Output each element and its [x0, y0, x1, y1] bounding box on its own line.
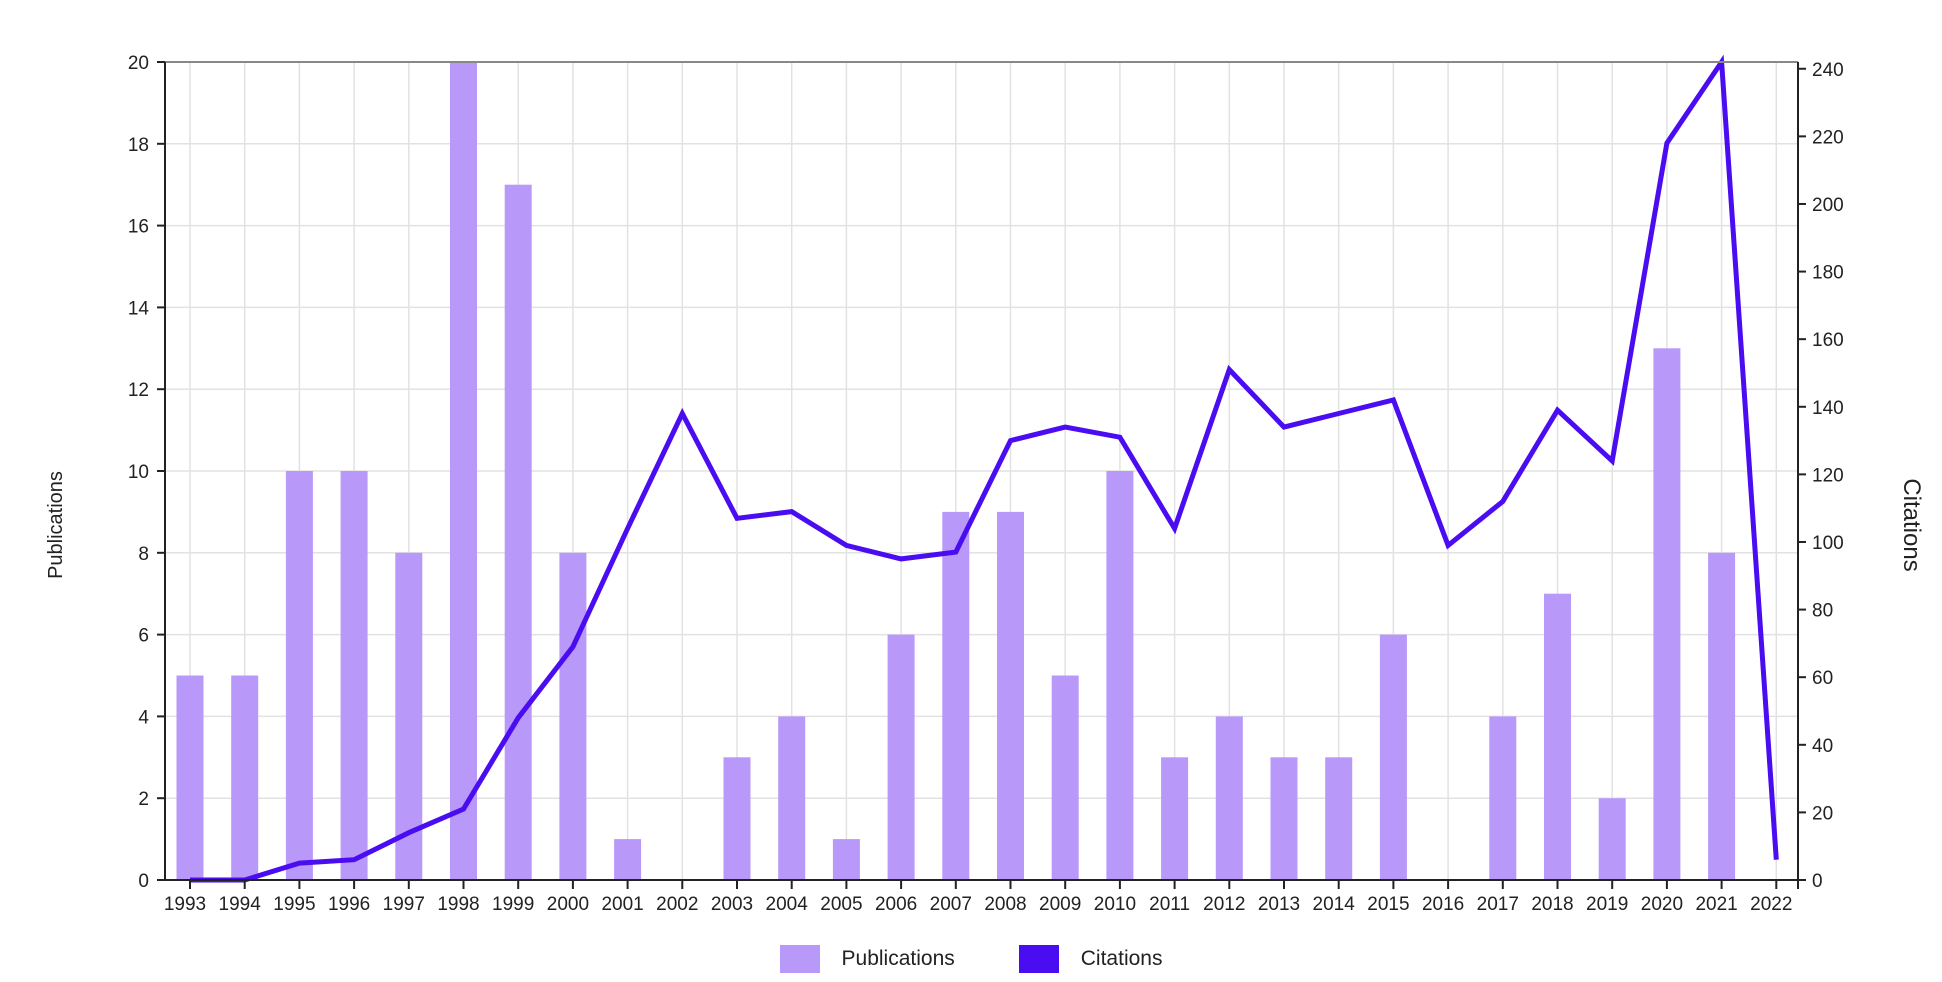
- legend-label-publications: Publications: [841, 947, 955, 970]
- bar-publications: [1544, 593, 1571, 880]
- y-tick-label-right: 200: [1812, 195, 1844, 216]
- bar-publications: [887, 634, 915, 880]
- bar-publications: [1215, 716, 1243, 880]
- axes: 0246810121416182002040608010012014016018…: [128, 53, 1844, 915]
- legend-item-citations[interactable]: Citations: [1018, 945, 1163, 973]
- y-tick-label-left: 4: [138, 707, 149, 728]
- x-tick-label: 1993: [164, 894, 206, 915]
- y-tick-label-left: 12: [128, 380, 149, 401]
- y-tick-label-left: 18: [128, 135, 149, 156]
- bar-publications: [832, 839, 860, 880]
- x-tick-label: 2019: [1586, 894, 1628, 915]
- x-tick-label: 2022: [1750, 894, 1792, 915]
- x-tick-label: 1996: [328, 894, 370, 915]
- y-tick-label-right: 40: [1812, 736, 1833, 757]
- x-tick-label: 2009: [1039, 894, 1081, 915]
- bar-publications: [1270, 757, 1298, 880]
- x-tick-label: 2021: [1695, 894, 1737, 915]
- x-tick-label: 2004: [766, 894, 809, 915]
- y-tick-label-left: 16: [128, 217, 149, 238]
- bar-publications: [1379, 634, 1407, 880]
- bar-publications: [504, 184, 532, 880]
- y-tick-label-left: 10: [128, 462, 149, 483]
- bar-publications: [1653, 348, 1681, 880]
- x-tick-label: 2001: [601, 894, 643, 915]
- x-tick-label: 2006: [875, 894, 917, 915]
- bar-publications: [1106, 471, 1134, 880]
- x-tick-label: 1998: [437, 894, 479, 915]
- y-tick-label-left: 14: [128, 298, 150, 319]
- bar-publications: [1051, 675, 1079, 880]
- x-tick-label: 1995: [273, 894, 315, 915]
- y-tick-label-right: 100: [1812, 533, 1844, 554]
- legend-swatch-publications: [779, 945, 820, 973]
- y-tick-label-right: 80: [1812, 601, 1833, 622]
- y-axis-title-left: Publications: [45, 471, 67, 579]
- x-tick-label: 2007: [930, 894, 972, 915]
- bar-publications: [1489, 716, 1517, 880]
- y-tick-label-left: 0: [138, 871, 149, 892]
- bar-publications: [176, 675, 204, 880]
- x-tick-label: 2002: [656, 894, 698, 915]
- y-tick-label-right: 120: [1812, 465, 1844, 486]
- bar-publications: [450, 62, 477, 880]
- bar-publications: [559, 552, 587, 880]
- bar-publications: [1708, 552, 1736, 880]
- y-tick-label-right: 220: [1812, 127, 1844, 148]
- x-tick-label: 2011: [1149, 894, 1190, 915]
- chart: 0246810121416182002040608010012014016018…: [45, 53, 1925, 915]
- y-tick-label-right: 160: [1812, 330, 1844, 351]
- x-tick-label: 2020: [1641, 894, 1683, 915]
- x-tick-label: 2012: [1203, 894, 1245, 915]
- bar-publications: [614, 839, 642, 880]
- bar-publications: [1161, 757, 1189, 880]
- bar-publications: [997, 511, 1024, 880]
- bar-publications: [1325, 757, 1353, 880]
- y-tick-label-right: 0: [1812, 871, 1823, 892]
- y-axis-title-right: Citations: [1898, 478, 1925, 571]
- x-tick-label: 2005: [820, 894, 862, 915]
- x-tick-label: 2008: [984, 894, 1026, 915]
- y-tick-label-left: 6: [138, 626, 149, 647]
- y-tick-label-right: 20: [1812, 803, 1833, 824]
- citations-line: [190, 54, 1779, 883]
- x-tick-label: 2013: [1258, 894, 1300, 915]
- bar-publications: [778, 716, 806, 880]
- legend: Publications Citations: [0, 945, 1942, 973]
- bar-publications: [285, 471, 313, 880]
- bar-publications: [942, 511, 970, 880]
- legend-label-citations: Citations: [1080, 947, 1163, 970]
- y-tick-label-right: 140: [1812, 398, 1844, 419]
- legend-swatch-citations: [1018, 945, 1059, 973]
- x-tick-label: 2018: [1531, 894, 1573, 915]
- y-tick-label-left: 20: [128, 53, 149, 74]
- y-tick-label-right: 180: [1812, 263, 1844, 284]
- x-tick-label: 2017: [1477, 894, 1519, 915]
- y-tick-label-right: 60: [1812, 668, 1833, 689]
- y-tick-label-left: 2: [138, 789, 149, 810]
- x-tick-label: 2015: [1367, 894, 1409, 915]
- bar-publications: [1598, 798, 1626, 880]
- x-tick-label: 2003: [711, 894, 753, 915]
- bar-publications: [340, 471, 368, 880]
- bar-publications: [231, 675, 259, 880]
- y-tick-label-left: 8: [138, 544, 149, 565]
- legend-item-publications[interactable]: Publications: [779, 945, 955, 973]
- y-tick-label-right: 240: [1812, 60, 1844, 81]
- x-tick-label: 1999: [492, 894, 534, 915]
- bar-publications: [723, 757, 751, 880]
- publications-bars: [176, 62, 1736, 880]
- x-tick-label: 2014: [1313, 894, 1356, 915]
- x-tick-label: 2016: [1422, 894, 1464, 915]
- x-tick-label: 1994: [219, 894, 262, 915]
- x-tick-label: 1997: [383, 894, 425, 915]
- x-tick-label: 2000: [547, 894, 589, 915]
- bar-publications: [395, 552, 423, 880]
- x-tick-label: 2010: [1094, 894, 1136, 915]
